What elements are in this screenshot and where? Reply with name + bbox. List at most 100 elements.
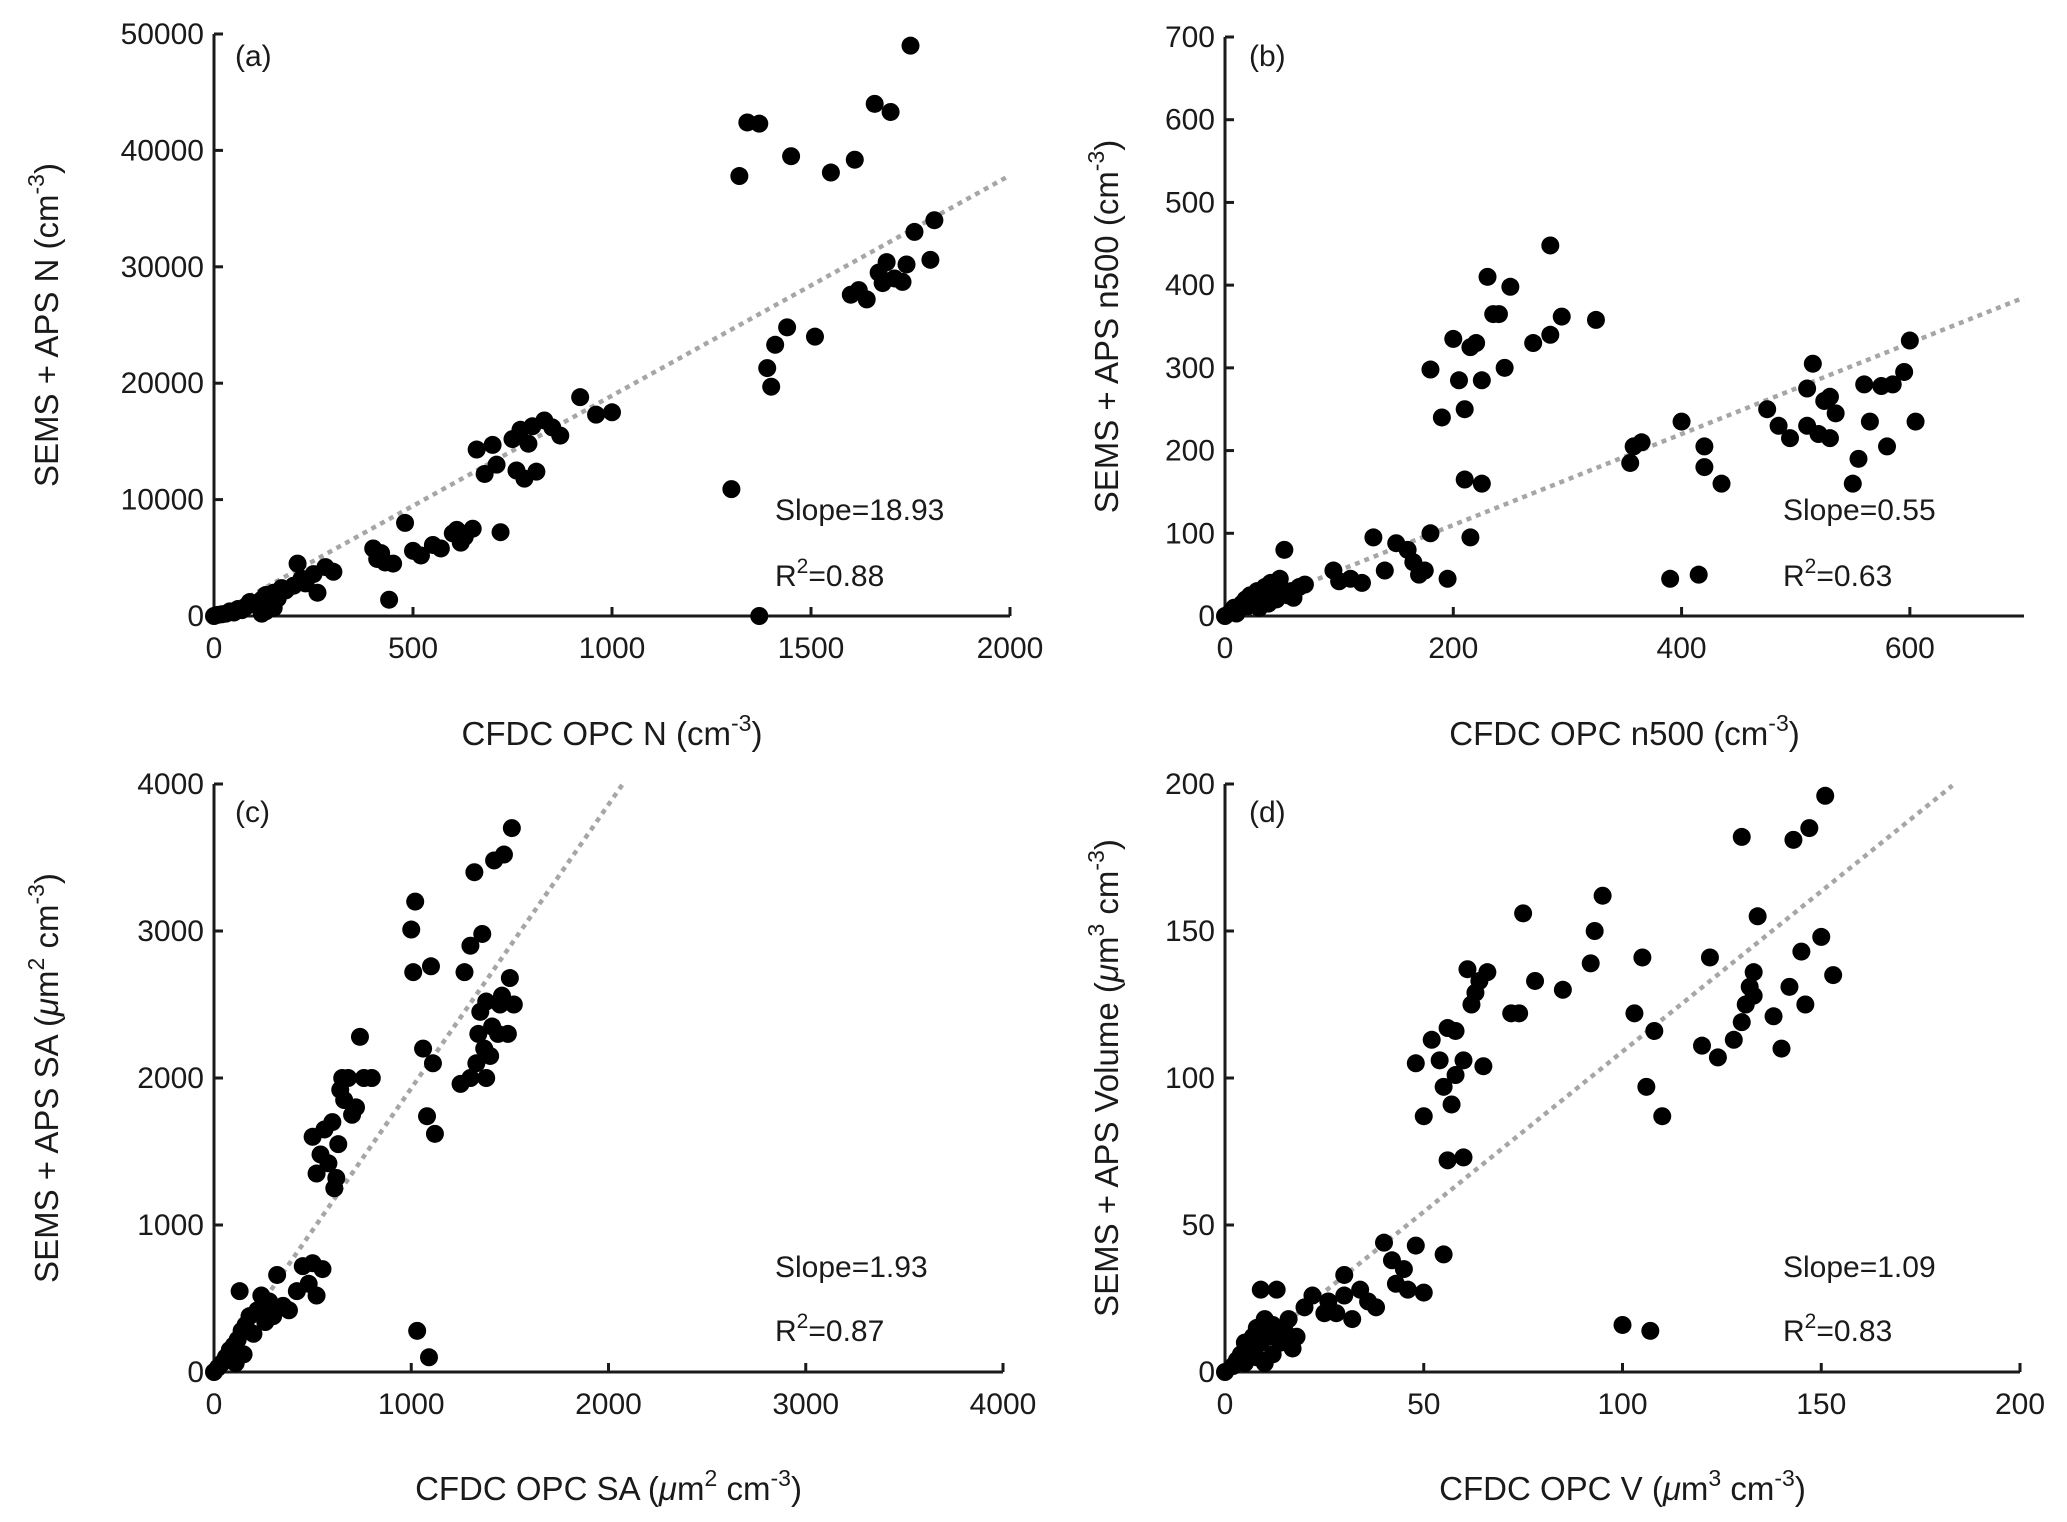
data-point — [423, 1054, 442, 1073]
r2-annotation: R2=0.88 — [775, 555, 884, 593]
data-point — [477, 992, 496, 1011]
y-tick-label: 400 — [1165, 269, 1215, 302]
data-point — [905, 222, 924, 241]
data-point — [722, 480, 741, 499]
data-point — [1708, 1048, 1727, 1067]
data-point — [762, 377, 781, 396]
data-point — [1430, 1051, 1449, 1070]
data-point — [925, 211, 944, 230]
data-point — [1637, 1077, 1656, 1096]
data-point — [1446, 1021, 1465, 1040]
data-point — [411, 546, 430, 565]
data-point — [467, 1054, 486, 1073]
x-axis-label: CFDC OPC V (μm3 cm-3) — [1439, 1465, 1806, 1507]
y-tick-label: 0 — [1198, 600, 1215, 633]
data-point — [527, 462, 546, 481]
data-point — [307, 1286, 326, 1305]
data-point — [1541, 236, 1560, 255]
data-point — [1455, 400, 1474, 419]
data-point — [1335, 1286, 1354, 1305]
data-point — [1446, 1066, 1465, 1085]
data-point — [1501, 277, 1520, 296]
data-point — [1454, 1051, 1473, 1070]
data-point — [1661, 569, 1680, 588]
data-point — [1784, 830, 1803, 849]
data-point — [313, 1260, 332, 1279]
data-point — [1474, 1057, 1493, 1076]
data-point — [1820, 429, 1839, 448]
x-tick-label: 200 — [1428, 632, 1478, 665]
data-point — [1826, 404, 1845, 423]
y-tick-label: 20000 — [121, 367, 204, 400]
y-tick-label: 0 — [187, 600, 204, 633]
panel-b: 0 200 400 600 0 100 200 300 400 500 600 700 (b) Slope… — [1083, 21, 2025, 752]
data-point — [750, 114, 769, 133]
y-tick-label: 10000 — [121, 484, 204, 517]
data-point — [1489, 305, 1508, 324]
data-point — [1796, 995, 1815, 1014]
data-point — [1653, 1107, 1672, 1126]
y-tick-label: 200 — [1165, 768, 1215, 801]
data-point — [418, 1107, 437, 1126]
data-point — [1541, 325, 1560, 344]
data-point — [1906, 412, 1925, 431]
data-point — [319, 1154, 338, 1173]
data-point — [461, 936, 480, 955]
data-point — [268, 1265, 287, 1284]
data-point — [260, 1292, 279, 1311]
panel-label: (d) — [1249, 796, 1286, 829]
data-point — [901, 36, 920, 55]
data-point — [1792, 942, 1811, 961]
data-point — [1593, 886, 1612, 905]
data-point — [1510, 1004, 1529, 1023]
data-point — [1780, 977, 1799, 996]
data-point — [1495, 358, 1514, 377]
data-point — [498, 1024, 517, 1043]
x-tick-label: 0 — [1217, 1388, 1234, 1421]
data-point — [244, 1324, 263, 1343]
data-point — [502, 819, 521, 838]
data-point — [324, 562, 343, 581]
data-point — [1335, 1265, 1354, 1284]
data-point — [1414, 1107, 1433, 1126]
data-point — [877, 253, 896, 272]
data-point — [603, 403, 621, 422]
y-tick-label: 30000 — [121, 251, 204, 284]
y-tick-label: 2000 — [137, 1062, 204, 1095]
data-point — [425, 1124, 444, 1143]
data-point — [1625, 1004, 1644, 1023]
data-point — [481, 1046, 500, 1065]
data-point — [494, 845, 513, 864]
x-tick-label: 50 — [1407, 1388, 1440, 1421]
data-point — [477, 1069, 496, 1087]
data-point — [1621, 453, 1640, 472]
data-point — [1478, 267, 1497, 286]
data-point — [1444, 329, 1463, 348]
data-point — [1375, 561, 1394, 580]
data-point — [1895, 362, 1914, 381]
x-tick-label: 3000 — [772, 1388, 839, 1421]
data-point — [1900, 331, 1919, 350]
data-point — [1860, 412, 1879, 431]
data-point — [487, 455, 506, 474]
data-point — [431, 539, 450, 558]
x-tick-label: 1000 — [378, 1388, 445, 1421]
data-point — [782, 147, 801, 166]
data-point — [1693, 1036, 1711, 1055]
slope-annotation: Slope=1.93 — [775, 1251, 928, 1284]
data-point — [1472, 474, 1491, 493]
data-point — [857, 290, 876, 309]
data-point — [750, 607, 769, 625]
x-tick-label: 200 — [1995, 1388, 2045, 1421]
data-point — [1732, 1013, 1751, 1032]
data-point — [1585, 922, 1604, 940]
data-point — [1732, 827, 1751, 846]
slope-annotation: Slope=1.09 — [1783, 1251, 1936, 1284]
data-point — [519, 434, 538, 453]
data-point — [1695, 458, 1714, 477]
data-point — [1472, 371, 1491, 390]
data-point — [1406, 1054, 1425, 1073]
data-point — [897, 255, 916, 274]
data-point — [1352, 573, 1371, 592]
